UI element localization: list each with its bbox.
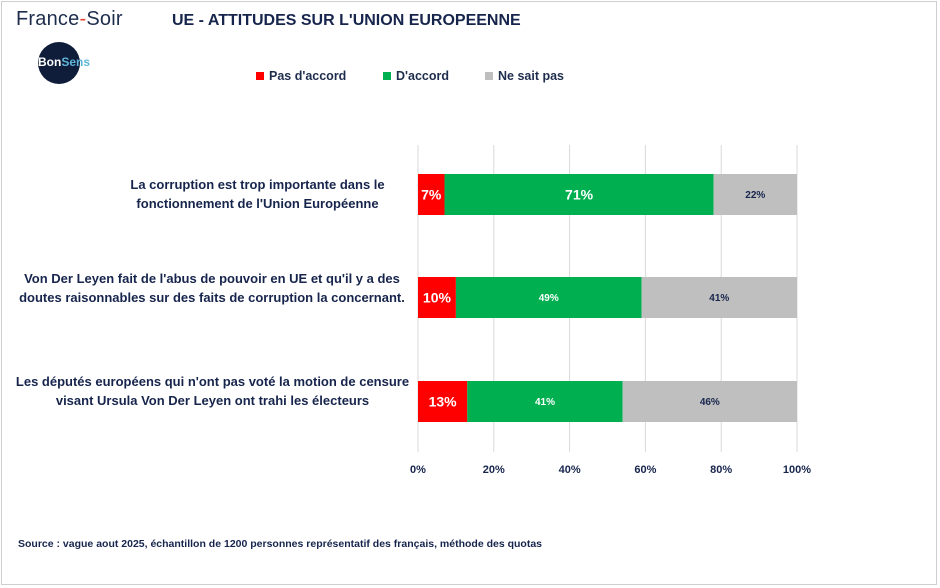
bar-segment	[455, 277, 642, 318]
x-tick-label: 40%	[559, 464, 581, 476]
data-label: 46%	[700, 397, 720, 408]
data-label: 41%	[535, 397, 555, 408]
chart-title: UE - ATTITUDES SUR L'UNION EUROPEENNE	[172, 12, 521, 29]
category-label: La corruption est trop importante dans l…	[130, 177, 385, 211]
legend-swatch	[256, 72, 264, 80]
bar-segment	[641, 277, 797, 318]
data-label: 49%	[539, 293, 559, 304]
x-tick-label: 0%	[410, 464, 426, 476]
brand-logo: France-Soir	[16, 8, 123, 30]
x-tick-label: 20%	[483, 464, 505, 476]
bar-segment	[418, 174, 445, 215]
category-label: Von Der Leyen fait de l'abus de pouvoir …	[19, 271, 405, 305]
x-tick-label: 60%	[634, 464, 656, 476]
data-label: 71%	[565, 187, 594, 203]
legend-label: Ne sait pas	[498, 69, 565, 83]
legend-swatch	[383, 72, 391, 80]
bar-segment	[418, 381, 468, 422]
source-note: Source : vague aout 2025, échantillon de…	[18, 538, 543, 550]
legend: Pas d'accord D'accord Ne sait pas	[0, 68, 940, 84]
legend-item-ne-sait-pas: Ne sait pas	[485, 68, 564, 84]
legend-item-pas-daccord: Pas d'accord	[256, 68, 346, 84]
x-tick-label: 100%	[783, 464, 811, 476]
data-label: 7%	[421, 187, 442, 203]
legend-label: Pas d'accord	[269, 69, 347, 83]
bar-segment	[467, 381, 623, 422]
bar-segment	[418, 277, 456, 318]
data-label: 41%	[709, 293, 729, 304]
legend-label: D'accord	[396, 69, 449, 83]
data-label: 13%	[429, 394, 458, 410]
bar-segment	[622, 381, 797, 422]
legend-item-daccord: D'accord	[383, 68, 449, 84]
bar-segment	[713, 174, 797, 215]
data-label: 22%	[745, 190, 765, 201]
category-label: Les députés européens qui n'ont pas voté…	[15, 374, 410, 408]
bon-sens-logo: BonSens	[38, 42, 90, 84]
data-label: 10%	[423, 290, 452, 306]
legend-swatch	[485, 72, 493, 80]
bar-segment	[444, 174, 714, 215]
x-tick-label: 80%	[710, 464, 732, 476]
